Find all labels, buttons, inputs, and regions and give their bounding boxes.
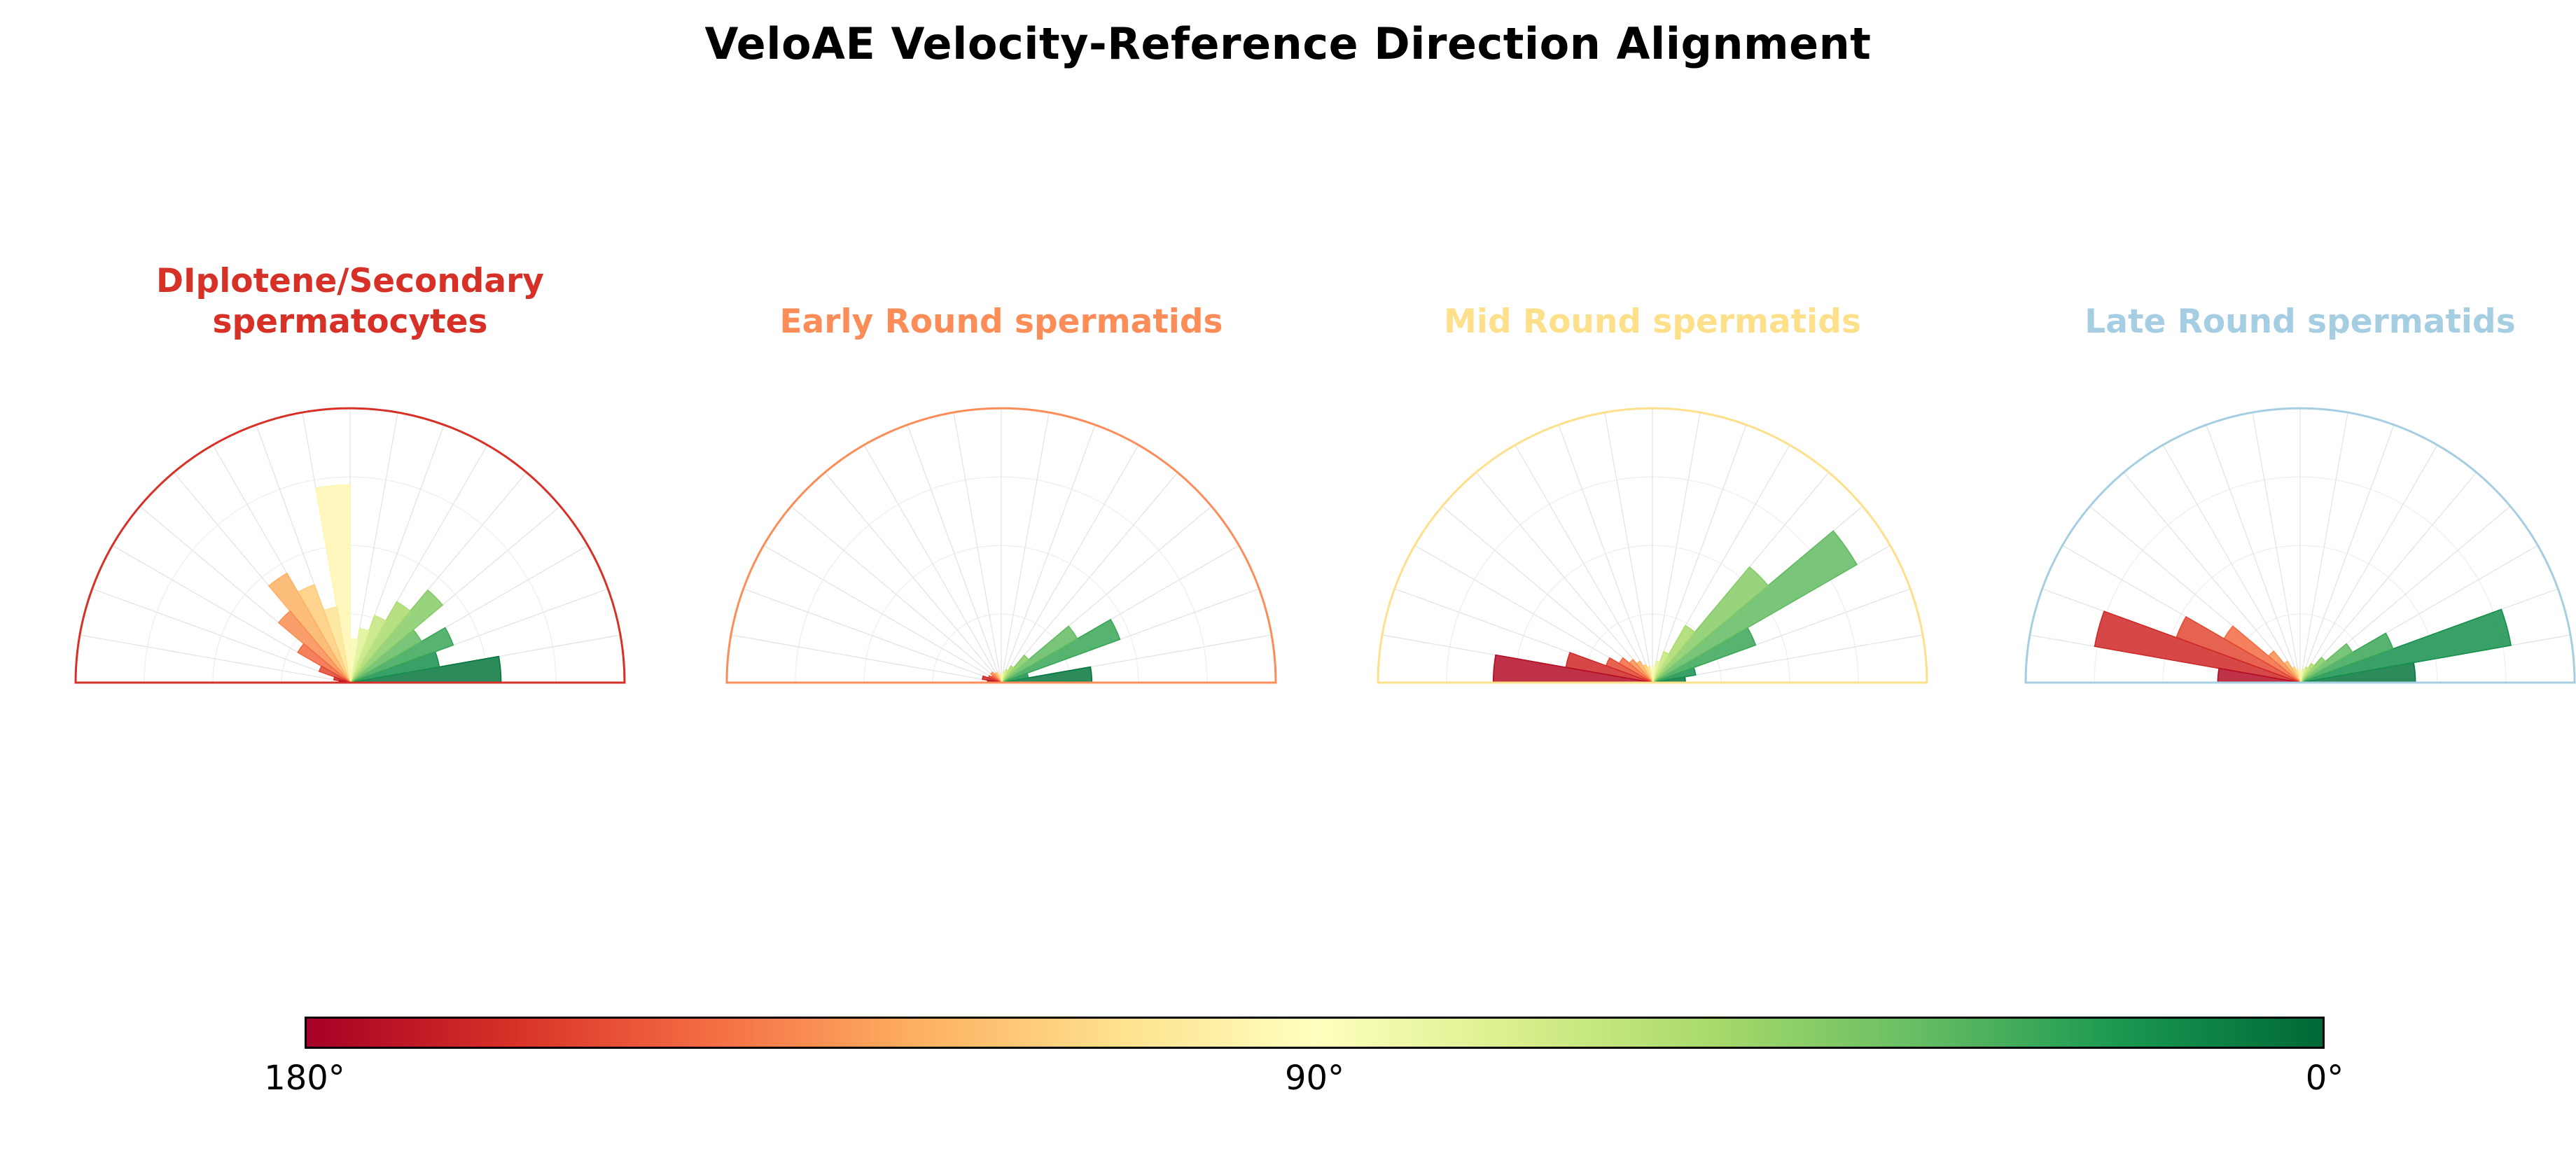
rose-bar — [333, 676, 351, 683]
rose-bar — [1652, 625, 1696, 683]
rose-bar — [349, 627, 370, 683]
rose-bar — [277, 610, 351, 683]
rose-bar — [349, 601, 411, 683]
rose-bar — [1652, 650, 1670, 683]
rose-bar — [1652, 665, 1657, 683]
rose-bar — [2299, 608, 2512, 683]
rose-bar — [2299, 662, 2316, 683]
panel-outline — [1377, 407, 1928, 684]
rose-bar — [349, 627, 454, 683]
rose-bar — [349, 589, 444, 683]
panel-title-diplotene: DIplotene/Secondary spermatocytes — [156, 261, 544, 342]
rose-chart-late-round — [2024, 407, 2576, 684]
rose-bar — [2299, 668, 2306, 683]
rose-bar — [318, 665, 351, 683]
rose-bar — [1001, 625, 1078, 683]
rose-bar — [267, 572, 351, 683]
rose-bar — [349, 615, 387, 683]
panel-mid-round-spermatids: Mid Round spermatids — [1330, 0, 1975, 770]
panel-title-early-round: Early Round spermatids — [779, 302, 1223, 342]
rose-bar — [1652, 566, 1769, 683]
rose-bar — [982, 675, 1002, 683]
angle-colorbar — [305, 1017, 2325, 1049]
panel-title-mid-round: Mid Round spermatids — [1444, 302, 1861, 342]
rose-bar — [2299, 656, 2327, 683]
panel-title-late-round: Late Round spermatids — [2084, 302, 2516, 342]
panel-outline — [74, 407, 626, 684]
rose-bar — [1001, 665, 1015, 683]
rose-bar — [1001, 618, 1121, 683]
rose-chart-diplotene — [74, 407, 626, 684]
rose-bar — [2094, 611, 2301, 683]
rose-bar — [1652, 530, 1858, 683]
rose-bar — [2299, 643, 2353, 683]
panel-outline — [2024, 407, 2576, 684]
panel-late-round-spermatids: Late Round spermatids — [1978, 0, 2576, 770]
rose-chart-mid-round — [1377, 407, 1928, 684]
colorbar-label-0deg: 0° — [2305, 1059, 2344, 1098]
rose-bar — [297, 643, 351, 683]
rose-bar — [1652, 660, 1661, 683]
colorbar-label-180deg: 180° — [264, 1059, 345, 1098]
rose-bar — [2299, 632, 2394, 683]
figure-title: VeloAE Velocity-Reference Direction Alig… — [704, 18, 1872, 69]
colorbar-label-90deg: 90° — [1284, 1059, 1345, 1098]
rose-bar — [1001, 654, 1030, 683]
panel-outline — [725, 407, 1277, 684]
panel-early-round-spermatids: Early Round spermatids — [679, 0, 1323, 770]
panel-diplotene-secondary-spermatocytes: DIplotene/Secondary spermatocytes — [28, 0, 672, 770]
rose-bar — [2299, 666, 2309, 683]
rose-chart-early-round — [725, 407, 1277, 684]
